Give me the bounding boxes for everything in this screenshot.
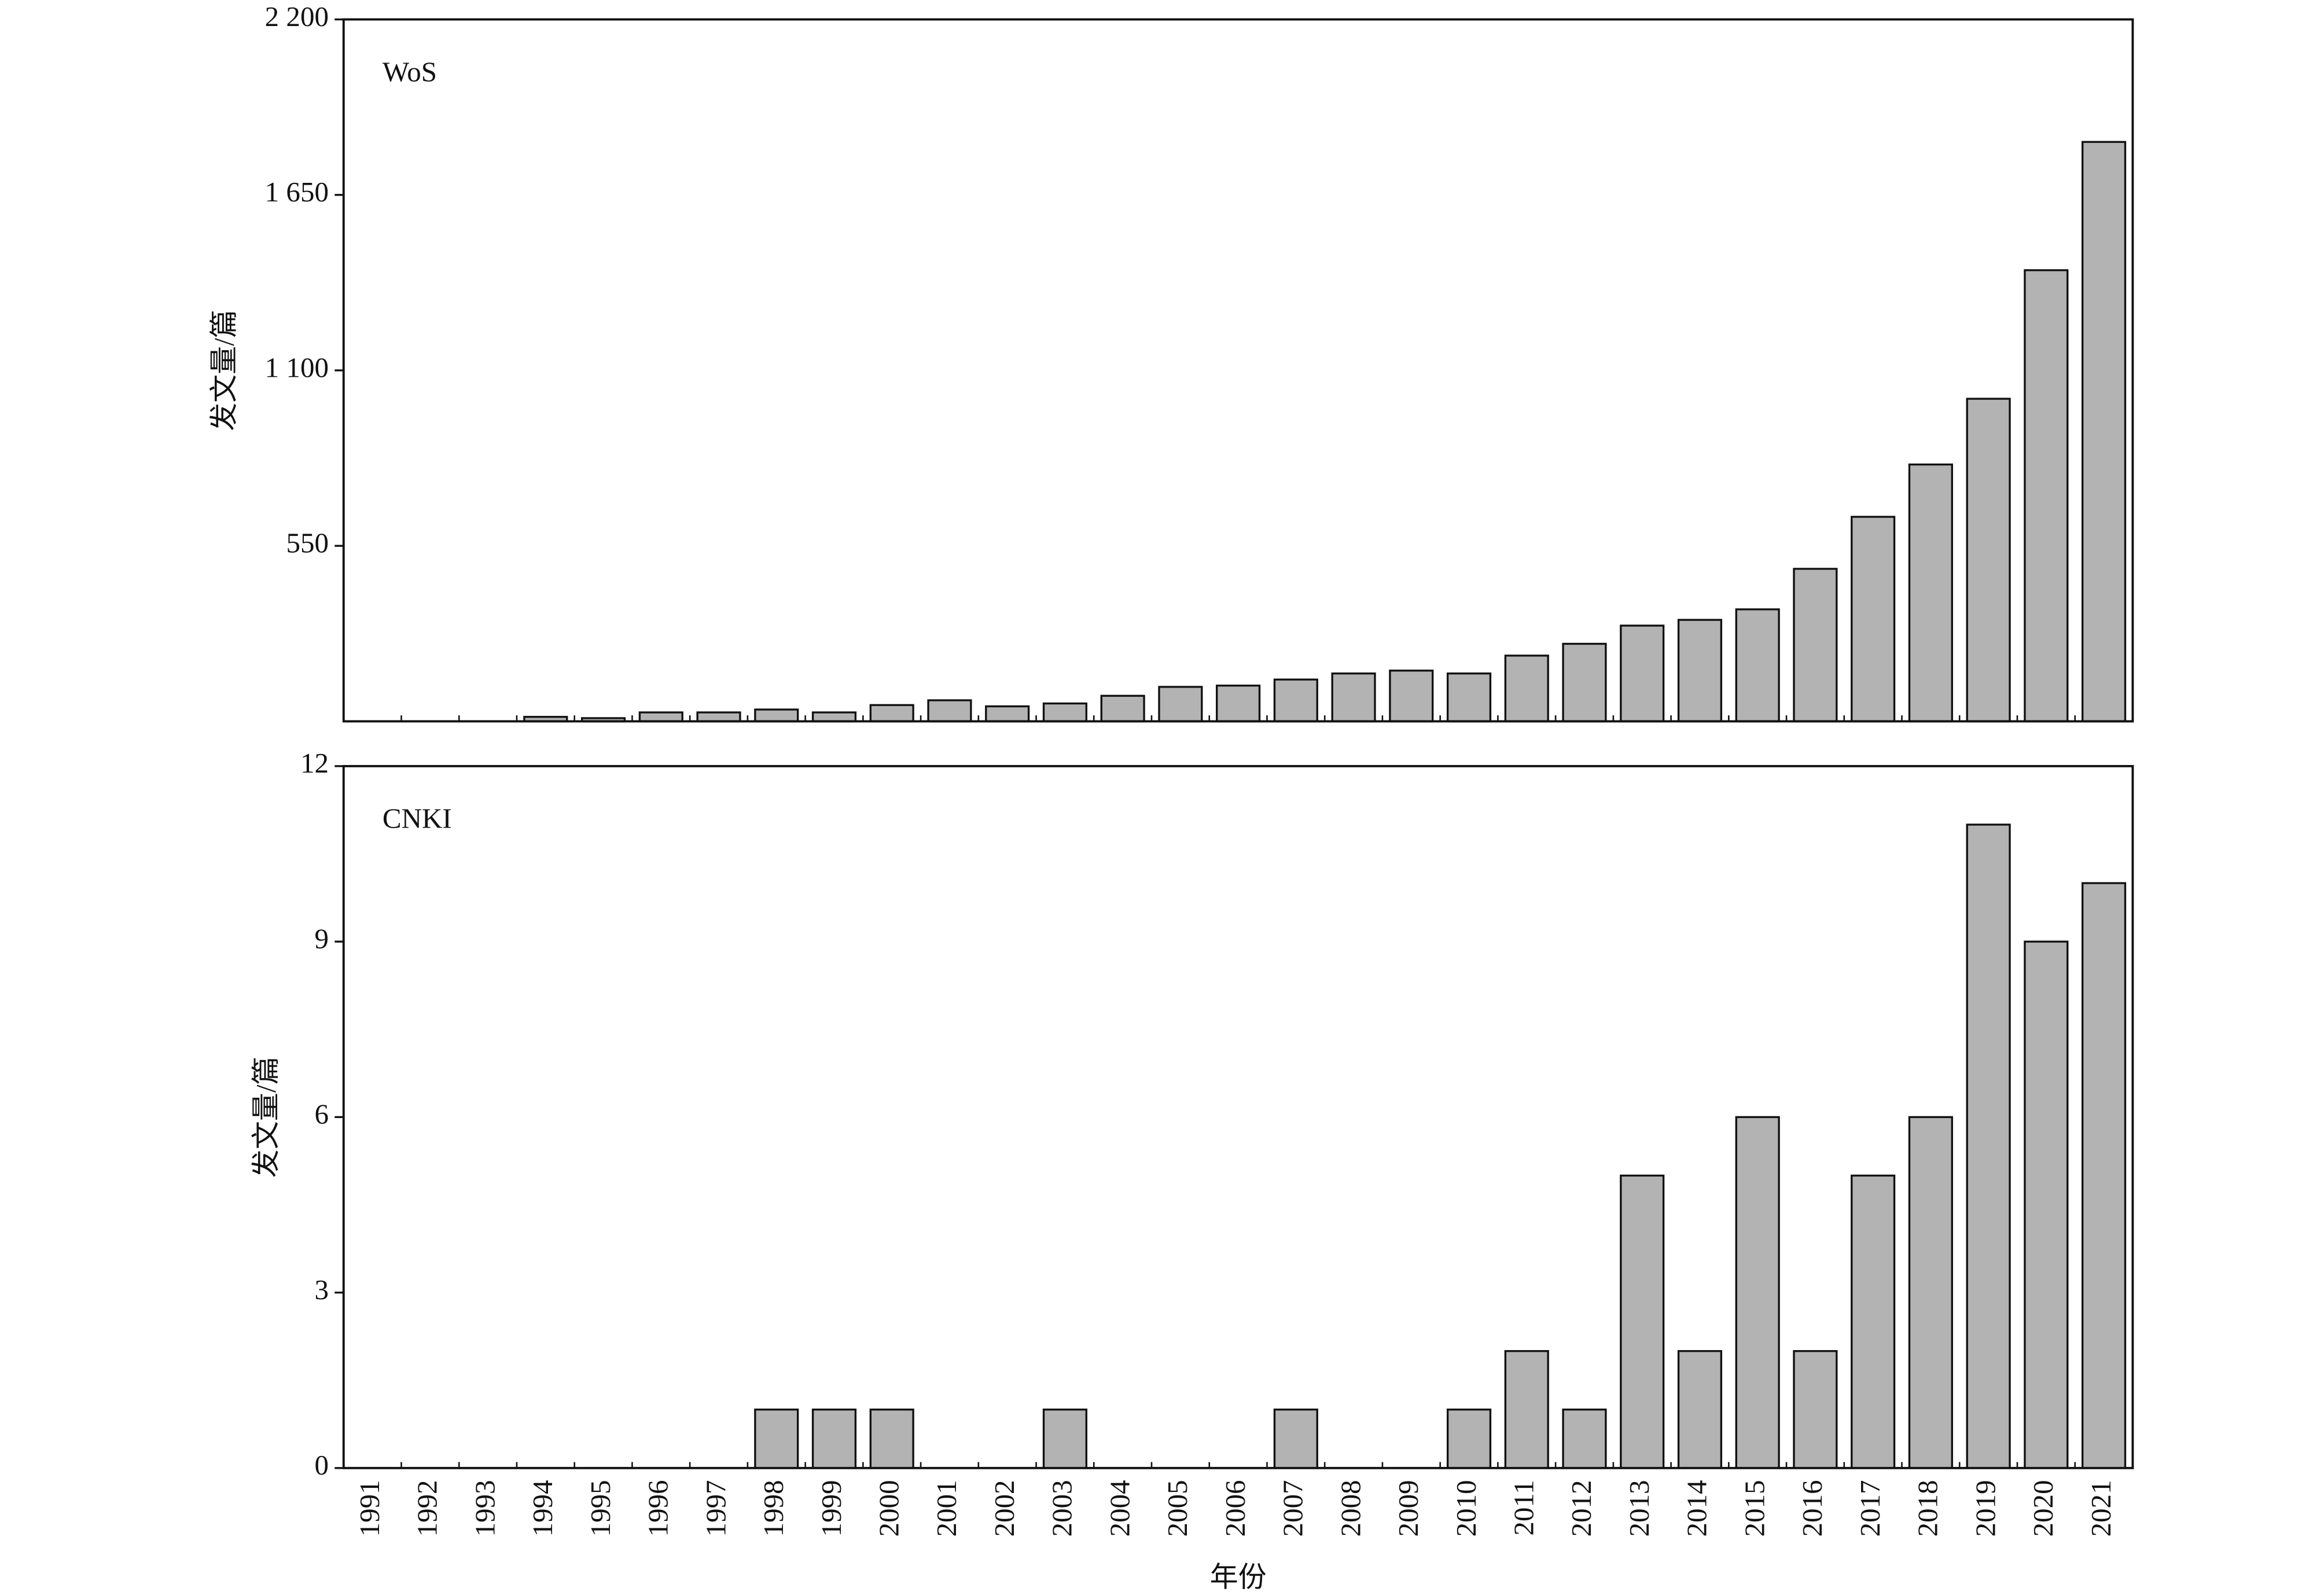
y-tick-label: 1 100 [265,351,329,383]
x-tick-label: 2014 [1681,1480,1713,1536]
bar [1389,670,1434,723]
bar [1793,1350,1838,1469]
x-tick-label: 2019 [1969,1480,2001,1536]
bar [1273,678,1318,723]
x-tick-label: 2000 [873,1480,904,1536]
bar [2024,269,2069,723]
y-tick-label: 550 [286,527,329,558]
bar [1446,1409,1492,1469]
y-tick-label: 12 [300,747,329,779]
bar [1620,1174,1665,1469]
x-tick-label: 2001 [931,1480,962,1536]
x-tick-label: 2005 [1161,1480,1193,1536]
bar [1851,516,1896,723]
bar [985,705,1030,723]
y-tick-label: 0 [314,1449,329,1481]
bar [1504,1350,1549,1469]
y-axis-label: 发文量/篇 [250,1057,282,1178]
x-tick-label: 2002 [988,1480,1020,1536]
bar [754,708,799,723]
bar [2081,141,2127,723]
bar [1446,672,1492,723]
x-tick-label: 2003 [1046,1480,1078,1536]
x-tick-label: 2007 [1277,1480,1309,1536]
x-tick-label: 2012 [1565,1480,1597,1536]
panel-label: WoS [383,56,437,87]
x-tick-label: 2011 [1508,1480,1540,1535]
bar [1677,1350,1723,1469]
bar [927,699,972,723]
bar [1100,694,1145,723]
bar [2081,882,2127,1469]
y-tick-label: 3 [314,1274,329,1306]
bar [811,711,857,723]
x-tick-label: 2006 [1219,1480,1251,1536]
y-tick-label: 6 [314,1098,329,1130]
x-tick-label: 1995 [584,1480,616,1536]
bar [1735,608,1780,723]
bar [638,711,683,723]
bar [1793,568,1838,723]
bar [1908,463,1953,723]
bar [1216,685,1261,723]
bar [1966,398,2011,723]
bar [1042,1409,1088,1469]
x-tick-label: 2013 [1623,1480,1655,1536]
x-tick-label: 2017 [1854,1480,1886,1536]
bar [1562,642,1607,723]
bar [1735,1116,1780,1469]
bar [696,711,741,723]
y-tick-label: 9 [314,922,329,954]
x-tick-label: 1992 [411,1480,443,1536]
x-axis-label: 年份 [1210,1561,1267,1592]
x-tick-label: 1996 [642,1480,674,1536]
x-tick-label: 2021 [2085,1480,2117,1536]
panel-label: CNKI [383,803,452,834]
x-tick-label: 2018 [1912,1480,1944,1536]
bar [1966,823,2011,1469]
y-tick-label: 1 650 [265,176,329,208]
bar [1504,655,1549,723]
x-tick-label: 1994 [527,1480,558,1536]
x-tick-label: 2020 [2027,1480,2059,1536]
y-tick-label: 2 200 [265,1,329,32]
bar [1158,686,1203,723]
bar [869,704,914,723]
bar [2024,940,2069,1469]
x-tick-label: 2004 [1104,1480,1135,1536]
x-tick-label: 2015 [1738,1480,1770,1536]
x-tick-label: 2008 [1334,1480,1366,1536]
bar [1273,1409,1318,1469]
x-tick-label: 1991 [354,1480,385,1536]
x-tick-label: 1993 [469,1480,501,1536]
bar [1331,672,1376,723]
x-tick-label: 1998 [757,1480,789,1536]
x-tick-label: 2016 [1796,1480,1828,1536]
bar [1908,1116,1953,1469]
x-tick-label: 2009 [1392,1480,1424,1536]
bar [1851,1174,1896,1469]
x-tick-label: 1999 [815,1480,847,1536]
bar [1042,702,1088,723]
bar [1620,624,1665,723]
bar [1677,619,1723,723]
bar [869,1409,914,1469]
x-tick-label: 1997 [700,1480,731,1536]
bar [754,1409,799,1469]
y-axis-label: 发文量/篇 [208,310,240,431]
bar [811,1409,857,1469]
x-tick-label: 2010 [1450,1480,1482,1536]
bar [1562,1409,1607,1469]
